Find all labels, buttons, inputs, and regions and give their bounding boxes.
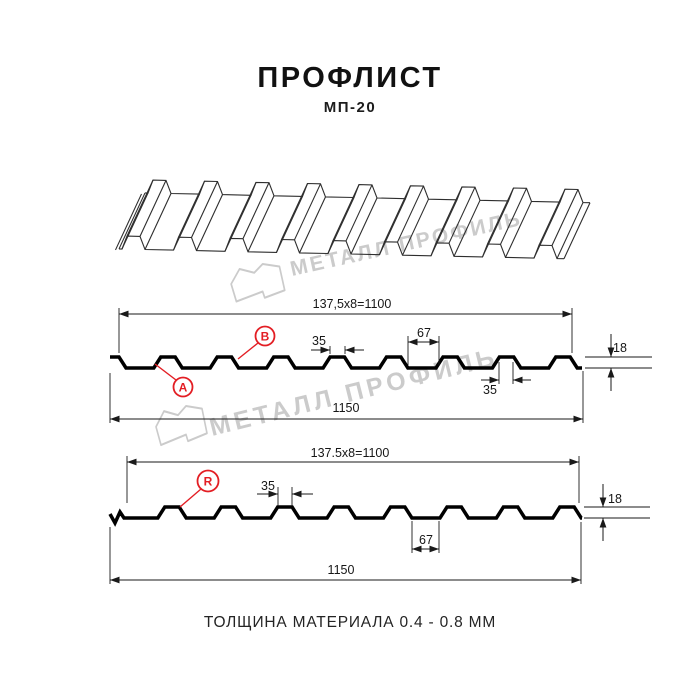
marker-b-circle [254,325,276,347]
profile-model-subtitle: МП-20 [323,99,377,116]
sheet-edge-line [144,193,172,250]
profile-outline-top [110,355,582,370]
page-title: ПРОФЛИСТ [257,62,443,94]
sheet-edge-line [121,192,149,250]
sheet-edge-line [332,184,360,241]
sheet-edge-line [397,185,424,243]
cross-section-top: 137,5x8=1100 35 67 18 35 [109,297,652,423]
dim-height-bottom: 18 [608,492,622,506]
dim-crest-width-top: 35 [312,334,326,348]
sheet-edge-line [384,185,411,243]
sheet-edge-line [448,186,476,244]
sheet-edge-line [556,202,584,259]
sheet-edge-line [538,188,566,246]
dim-pitch-formula-bottom: 137.5x8=1100 [311,446,390,460]
dim-pitch-formula-top: 137,5x8=1100 [313,297,392,311]
dim-valley-width-bottom: 67 [419,533,433,547]
sheet-edge-line [196,194,223,251]
sheet-edge-line [229,182,257,239]
dim-height-top: 18 [613,341,627,355]
sheet-edge-line [482,200,509,258]
sheet-edge-line [173,193,200,251]
sheet-left-edge-thickness [115,193,142,251]
dim-valley-width-top: 67 [417,326,431,340]
sheet-edge-line [505,201,532,258]
sheet-edge-line [533,201,561,259]
profile-outline-bottom [108,505,583,527]
marker-r-circle [196,469,220,493]
sheet-edge-line [276,196,303,253]
marker-r-label: R [204,475,213,489]
sheet-edge-line [224,195,252,252]
sheet-edge-line [551,189,579,246]
sheet-edge-line [247,195,275,253]
watermark-logo-middle [155,404,208,447]
sheet-edge-line [191,181,218,238]
sheet-edge-line [118,192,146,250]
sheet-edge-line [500,188,527,245]
sheet-edge-line [299,196,326,254]
marker-a-label: А [179,381,188,395]
dim-crest-width-bottom: 35 [261,479,275,493]
dim-overall-width-bottom: 1150 [328,563,355,577]
sheet-edge-line [294,183,321,241]
marker-b-label: В [261,330,270,344]
sheet-edge-line [430,199,458,257]
sheet-edge-line [350,197,378,255]
profile-sheet-3d-view [115,179,591,260]
sheet-edge-line [327,197,355,254]
thickness-note: ТОЛЩИНА МАТЕРИАЛА 0.4 - 0.8 ММ [203,614,497,631]
sheet-front-cut-edge [118,235,565,260]
marker-a-circle [172,376,194,398]
sheet-edge-line [563,202,591,259]
dim-overall-width-top: 1150 [333,401,360,415]
sheet-edge-line [453,200,481,257]
sheet-edge-line [402,198,429,256]
sheet-edge-line [281,183,308,240]
sheet-back-edge [144,179,591,204]
watermark-logo-top [230,263,286,303]
dim-crest-base-width-top: 35 [483,383,497,397]
cross-section-bottom: 137.5x8=1100 35 67 18 1150 [108,446,650,584]
sheet-edge-line [178,181,205,238]
sheet-edge-line [126,179,154,237]
sheet-edge-line [242,182,270,239]
sheet-edge-line [139,180,167,237]
sheet-edge-line [379,198,406,255]
sheet-edge-line [345,184,373,242]
sheet-edge-line [487,187,514,245]
sheet-edge-line [435,186,463,244]
